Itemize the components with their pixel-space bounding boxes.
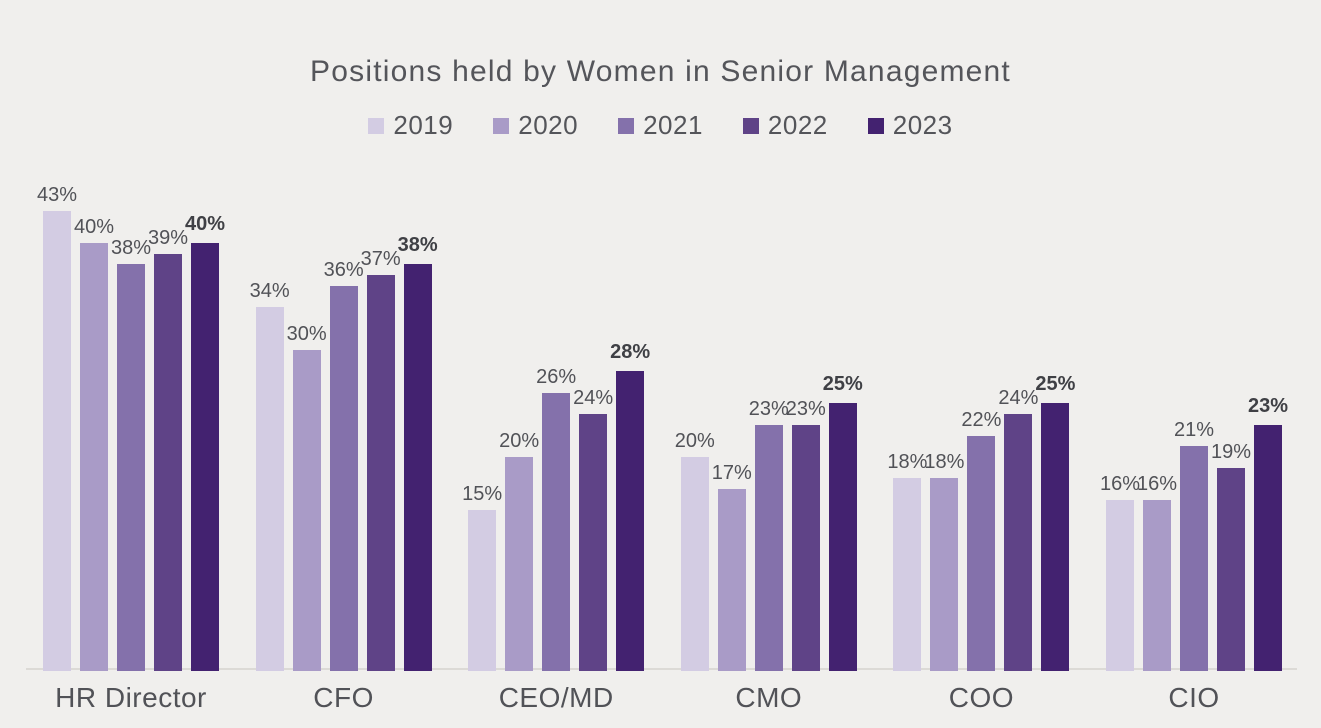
bar-coo-2020 [930,478,959,671]
bar-hr-director-2020 [80,243,108,671]
bar-hr-director-2021 [117,264,145,671]
bar-coo-2019 [893,478,922,671]
legend-item-2020: 2020 [493,110,578,141]
bar-value-label: 17% [711,462,752,484]
bar-value-label: 37% [360,248,401,270]
bar-value-label: 40% [73,216,115,238]
bar-value-label: 18% [887,451,928,473]
bar-hr-director-2022 [154,254,182,671]
bar-value-label: 28% [610,341,651,363]
bar-value-label: 15% [462,483,503,505]
bar-ceo-md-2020 [505,457,534,671]
legend-label: 2022 [767,110,828,140]
bar-ceo-md-2023 [616,371,645,671]
bar-value-label: 23% [1247,395,1289,417]
legend-label: 2020 [518,110,579,140]
bar-value-label: 38% [397,234,438,256]
legend: 2019 2020 2021 2022 2023 [0,110,1321,141]
legend-item-2023: 2023 [867,110,953,141]
bar-value-label: 40% [184,213,226,235]
bar-coo-2021 [967,436,996,671]
bar-value-label: 20% [674,430,715,452]
bar-cio-2019 [1106,500,1134,671]
category-label-cfo: CFO [313,682,374,713]
category-label-coo: COO [948,682,1015,713]
bar-value-label: 43% [36,184,78,206]
bar-value-label: 25% [1035,373,1076,395]
bar-value-label: 16% [1136,473,1178,495]
legend-swatch-2023 [867,117,884,134]
bar-cmo-2021 [754,425,783,671]
legend-item-2022: 2022 [742,110,828,141]
bar-ceo-md-2022 [579,414,608,671]
bar-value-label: 34% [249,280,290,302]
legend-swatch-2021 [618,117,635,134]
bar-value-label: 26% [536,366,577,388]
bar-hr-director-2023 [191,243,219,671]
bar-ceo-md-2019 [468,510,497,671]
legend-label: 2021 [643,110,703,140]
bar-value-label: 24% [998,387,1039,409]
bar-cmo-2020 [717,489,746,671]
bar-cfo-2021 [329,286,358,671]
bar-value-label: 38% [110,237,152,259]
bar-value-label: 16% [1099,473,1141,495]
bar-value-label: 23% [785,398,826,420]
bar-value-label: 30% [286,323,327,345]
legend-swatch-2019 [368,117,385,134]
bar-value-label: 36% [323,259,364,281]
bar-cmo-2022 [791,425,820,671]
bar-value-label: 22% [961,409,1002,431]
bar-value-label: 19% [1210,441,1252,463]
legend-swatch-2020 [493,117,510,134]
bar-cio-2023 [1254,425,1282,671]
chart-title: Positions held by Women in Senior Manage… [310,55,1011,88]
bar-cmo-2023 [828,403,857,671]
bar-cfo-2023 [403,264,432,671]
bar-cio-2021 [1180,446,1208,671]
category-label-cio: CIO [1168,682,1220,713]
bar-cfo-2019 [255,307,284,671]
legend-label: 2023 [892,110,953,140]
bar-coo-2022 [1004,414,1033,671]
bar-value-label: 39% [147,227,189,249]
legend-swatch-2022 [742,117,759,134]
category-label-cmo: CMO [735,682,803,713]
category-label-hr-director: HR Director [55,682,207,713]
bar-value-label: 21% [1173,419,1215,441]
bar-cmo-2019 [680,457,709,671]
bar-coo-2023 [1041,403,1070,671]
bar-cfo-2022 [366,275,395,671]
bar-value-label: 23% [748,398,789,420]
legend-item-2021: 2021 [618,110,703,141]
bar-value-label: 25% [822,373,863,395]
bar-ceo-md-2021 [542,393,571,671]
bar-value-label: 18% [924,451,965,473]
x-axis-line [26,668,1297,670]
bar-cio-2020 [1143,500,1171,671]
legend-label: 2019 [393,110,454,140]
bar-cio-2022 [1217,468,1245,671]
legend-item-2019: 2019 [368,110,453,141]
bar-value-label: 24% [573,387,614,409]
category-label-ceo-md: CEO/MD [498,682,614,713]
bar-cfo-2020 [292,350,321,671]
bar-value-label: 20% [499,430,540,452]
bar-hr-director-2019 [43,211,71,671]
